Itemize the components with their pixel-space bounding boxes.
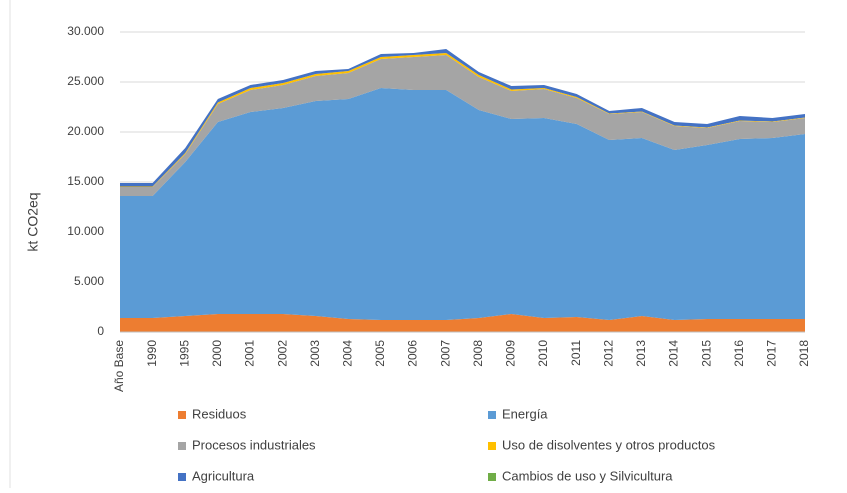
x-tick-label: 2000 (210, 340, 224, 367)
y-axis-title: kt CO2eq (25, 192, 41, 251)
x-tick-label: 2003 (308, 340, 322, 367)
x-tick-label: 2011 (569, 340, 583, 366)
x-tick-label: 2017 (765, 340, 779, 367)
area (120, 88, 805, 320)
x-tick-label: 2009 (504, 340, 518, 367)
x-tick-label: 2016 (732, 340, 746, 367)
legend-swatch (178, 442, 186, 450)
legend-label: Residuos (192, 406, 247, 421)
y-tick-label: 15.000 (67, 174, 104, 188)
x-tick-label: 2005 (373, 340, 387, 367)
x-tick-label: 2010 (536, 340, 550, 367)
x-tick-label: Año Base (112, 340, 126, 392)
legend-label: Cambios de uso y Silvicultura (502, 468, 673, 483)
x-tick-label: 2018 (797, 340, 811, 367)
legend-swatch (488, 411, 496, 419)
legend-label: Procesos industriales (192, 437, 316, 452)
y-tick-label: 10.000 (67, 224, 104, 238)
x-tick-label: 2001 (243, 340, 257, 367)
x-tick-label: 1990 (145, 340, 159, 367)
legend-swatch (178, 473, 186, 481)
legend-swatch (178, 411, 186, 419)
y-tick-label: 5.000 (74, 274, 104, 288)
y-tick-label: 0 (97, 324, 104, 338)
area (120, 55, 805, 196)
x-tick-label: 2008 (471, 340, 485, 367)
y-tick-label: 30.000 (67, 24, 104, 38)
legend-swatch (488, 442, 496, 450)
area (120, 314, 805, 332)
x-tick-label: 2006 (406, 340, 420, 367)
x-tick-label: 2002 (275, 340, 289, 367)
x-tick-label: 2015 (699, 340, 713, 367)
x-tick-label: 2012 (601, 340, 615, 367)
x-tick-label: 2014 (667, 340, 681, 367)
x-tick-label: 2013 (634, 340, 648, 367)
legend-label: Energía (502, 406, 548, 421)
legend-label: Agricultura (192, 468, 255, 483)
y-tick-label: 25.000 (67, 74, 104, 88)
y-tick-label: 20.000 (67, 124, 104, 138)
x-tick-label: 2007 (438, 340, 452, 367)
legend-swatch (488, 473, 496, 481)
x-tick-label: 2004 (341, 340, 355, 367)
x-tick-label: 1995 (177, 340, 191, 367)
legend-label: Uso de disolventes y otros productos (502, 437, 716, 452)
